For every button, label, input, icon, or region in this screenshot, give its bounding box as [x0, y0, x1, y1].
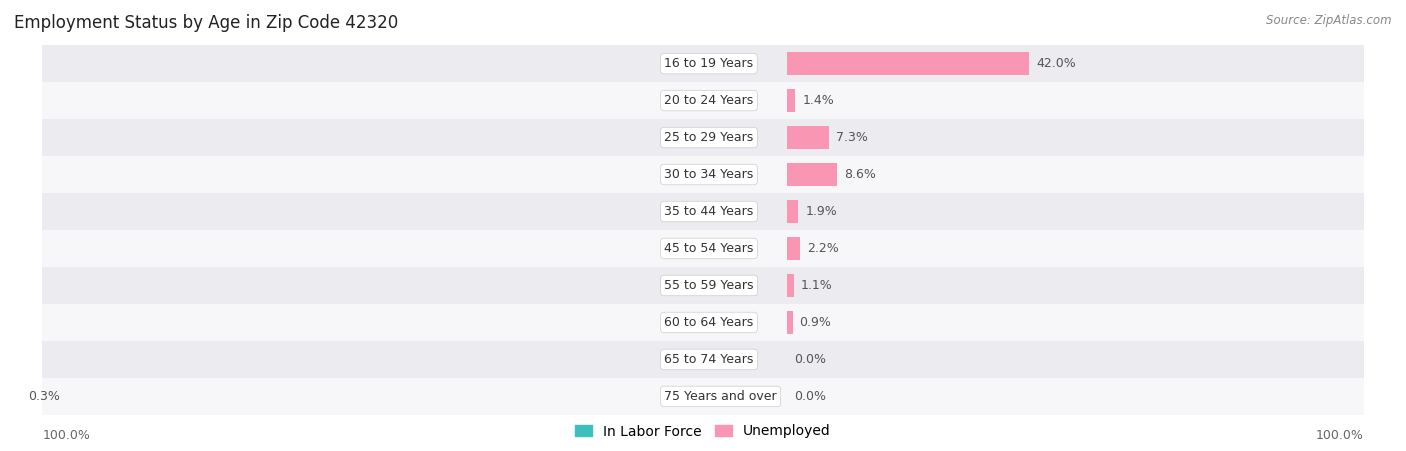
Bar — [0, 348, 42, 371]
Bar — [0, 237, 42, 260]
Text: 75 Years and over: 75 Years and over — [664, 390, 778, 403]
Text: 7.3%: 7.3% — [837, 131, 869, 144]
Text: Source: ZipAtlas.com: Source: ZipAtlas.com — [1267, 14, 1392, 27]
Text: 100.0%: 100.0% — [42, 429, 90, 442]
Bar — [661, 193, 1364, 230]
Bar — [42, 119, 661, 156]
Text: 1.1%: 1.1% — [801, 279, 832, 292]
Text: Employment Status by Age in Zip Code 42320: Employment Status by Age in Zip Code 423… — [14, 14, 398, 32]
Bar — [0, 126, 42, 149]
Text: 0.0%: 0.0% — [794, 353, 827, 366]
Bar — [787, 126, 830, 149]
Bar — [42, 267, 661, 304]
Bar — [0, 200, 42, 223]
Text: 25 to 29 Years: 25 to 29 Years — [664, 131, 754, 144]
Text: 8.6%: 8.6% — [844, 168, 876, 181]
Text: 35 to 44 Years: 35 to 44 Years — [664, 205, 754, 218]
Bar — [661, 378, 1364, 415]
Text: 20 to 24 Years: 20 to 24 Years — [664, 94, 754, 107]
Text: 16 to 19 Years: 16 to 19 Years — [664, 57, 754, 70]
Text: 0.0%: 0.0% — [794, 390, 827, 403]
Bar — [0, 52, 42, 75]
Bar — [42, 341, 661, 378]
Text: 55 to 59 Years: 55 to 59 Years — [664, 279, 754, 292]
Text: 0.3%: 0.3% — [28, 390, 60, 403]
Text: 45 to 54 Years: 45 to 54 Years — [664, 242, 754, 255]
Text: 1.4%: 1.4% — [803, 94, 834, 107]
Bar — [661, 156, 1364, 193]
Bar — [661, 304, 1364, 341]
Bar — [0, 163, 42, 186]
Text: 65 to 74 Years: 65 to 74 Years — [664, 353, 754, 366]
Bar — [42, 82, 661, 119]
Bar — [0, 311, 42, 334]
Legend: In Labor Force, Unemployed: In Labor Force, Unemployed — [569, 419, 837, 444]
Bar — [787, 52, 1029, 75]
Bar — [661, 230, 1364, 267]
Bar — [787, 237, 800, 260]
Bar — [787, 200, 799, 223]
Text: 0.9%: 0.9% — [800, 316, 831, 329]
Bar — [0, 89, 42, 112]
Bar — [42, 304, 661, 341]
Bar — [787, 311, 793, 334]
Bar — [787, 274, 794, 297]
Bar — [787, 89, 796, 112]
Bar — [661, 267, 1364, 304]
Bar — [41, 385, 42, 408]
Text: 60 to 64 Years: 60 to 64 Years — [664, 316, 754, 329]
Bar — [42, 378, 661, 415]
Text: 42.0%: 42.0% — [1036, 57, 1076, 70]
Text: 100.0%: 100.0% — [1316, 429, 1364, 442]
Text: 1.9%: 1.9% — [806, 205, 837, 218]
Bar — [661, 82, 1364, 119]
Bar — [661, 341, 1364, 378]
Bar — [42, 45, 661, 82]
Text: 2.2%: 2.2% — [807, 242, 839, 255]
Text: 30 to 34 Years: 30 to 34 Years — [664, 168, 754, 181]
Bar — [42, 230, 661, 267]
Bar — [661, 45, 1364, 82]
Bar — [42, 156, 661, 193]
Bar — [661, 119, 1364, 156]
Bar — [787, 163, 837, 186]
Bar — [0, 274, 42, 297]
Bar — [42, 193, 661, 230]
